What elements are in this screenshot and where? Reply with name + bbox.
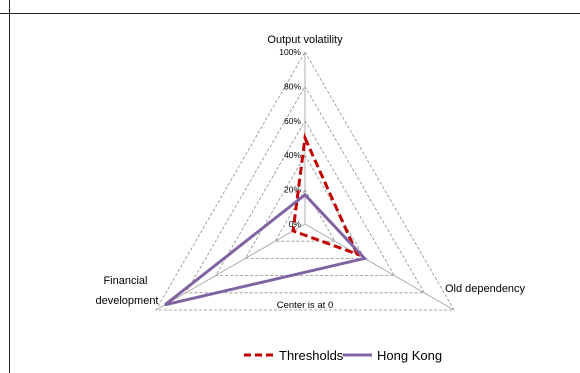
radial-tick-labels: 0% 20% 40% 60% 80% 100% [279,47,301,229]
grid-ring-100 [155,51,455,311]
tick-label-20: 20% [284,185,301,195]
tick-label-0: 0% [289,219,302,229]
legend-label-hong-kong: Hong Kong [377,348,442,363]
axis-label-output-volatility: Output volatility [267,34,343,46]
legend-label-thresholds: Thresholds [279,348,344,363]
spoke-2 [155,223,306,311]
grid-ring-60 [214,120,396,277]
axis-label-financial-line-2: development [96,295,159,307]
top-border-line [0,13,580,14]
spoke-1 [304,223,455,311]
radar-grid [155,51,455,311]
center-annotation: Center is at 0 [277,300,334,311]
radar-series [164,132,368,307]
series-hong-kong [164,192,368,307]
axis-label-old-dependency: Old dependency [445,283,526,295]
tick-label-100: 100% [279,47,301,57]
series-thresholds [291,132,360,257]
grid-ring-40 [244,154,366,259]
left-border-line [9,0,10,373]
tick-label-80: 80% [284,81,301,91]
tick-label-60: 60% [284,116,301,126]
tick-label-40: 40% [284,150,301,160]
axis-label-financial-line-1: Financial [103,275,147,287]
chart-legend: Thresholds Hong Kong [244,348,442,363]
grid-ring-80 [185,85,425,294]
axis-label-financial-development: Financial development [96,275,159,307]
